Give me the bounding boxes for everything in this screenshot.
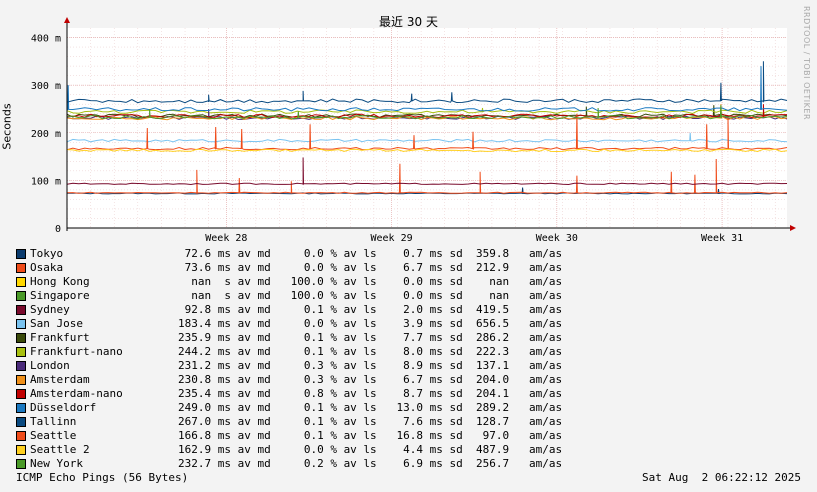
legend-stats: 166.8 ms av md 0.1 % av ls 16.8 ms sd 97… bbox=[178, 429, 563, 442]
y-tick-label: 300 m bbox=[31, 81, 61, 92]
legend-stats: 162.9 ms av md 0.0 % av ls 4.4 ms sd 487… bbox=[178, 443, 563, 456]
series-line-tallinn bbox=[66, 61, 788, 104]
legend-swatch bbox=[16, 459, 26, 469]
y-tick-label: 200 m bbox=[31, 129, 61, 140]
legend-swatch bbox=[16, 361, 26, 371]
legend-label: Frankfurt-nano bbox=[30, 345, 123, 358]
legend-stats: 232.7 ms av md 0.2 % av ls 6.9 ms sd 256… bbox=[178, 457, 563, 470]
legend-label: Seattle bbox=[30, 429, 77, 442]
legend-swatch bbox=[16, 291, 26, 301]
footer-timestamp: Sat Aug 2 06:22:12 2025 bbox=[642, 471, 801, 484]
legend-label: Sydney bbox=[30, 303, 70, 316]
legend-swatch bbox=[16, 277, 26, 287]
legend-swatch bbox=[16, 319, 26, 329]
legend-stats: nan s av md 100.0 % av ls 0.0 ms sd nan … bbox=[178, 275, 563, 288]
legend-label: Osaka bbox=[30, 261, 64, 274]
legend-stats: 249.0 ms av md 0.1 % av ls 13.0 ms sd 28… bbox=[178, 401, 563, 414]
y-tick-label: 400 m bbox=[31, 34, 61, 45]
y-axis-arrow bbox=[64, 17, 70, 23]
chart-title: 最近 30 天 bbox=[379, 15, 438, 29]
legend-swatch bbox=[16, 249, 26, 259]
y-tick-label: 0 bbox=[55, 224, 61, 235]
series-line-d-sseldorf bbox=[66, 66, 788, 112]
legend-stats: nan s av md 100.0 % av ls 0.0 ms sd nan … bbox=[178, 289, 563, 302]
legend-label: Amsterdam bbox=[30, 373, 90, 386]
x-tick-label: Week 30 bbox=[536, 233, 578, 244]
legend-label: Frankfurt bbox=[30, 331, 90, 344]
series-line-seattle-2 bbox=[66, 148, 788, 153]
plot-area bbox=[67, 28, 787, 228]
legend-stats: 267.0 ms av md 0.1 % av ls 7.6 ms sd 128… bbox=[178, 415, 563, 428]
legend-label: San Jose bbox=[30, 317, 83, 330]
footer-description: ICMP Echo Pings (56 Bytes) bbox=[16, 471, 189, 484]
legend-label: Tallinn bbox=[30, 415, 77, 428]
legend-label: Amsterdam-nano bbox=[30, 387, 123, 400]
series-line-frankfurt-nano bbox=[66, 107, 788, 115]
legend-stats: 235.4 ms av md 0.8 % av ls 8.7 ms sd 204… bbox=[178, 387, 563, 400]
x-tick-label: Week 29 bbox=[371, 233, 413, 244]
legend-swatch bbox=[16, 263, 26, 273]
legend-swatch bbox=[16, 417, 26, 427]
legend-swatch bbox=[16, 347, 26, 357]
legend-swatch bbox=[16, 403, 26, 413]
legend-label: New York bbox=[30, 457, 83, 470]
legend-stats: 92.8 ms av md 0.1 % av ls 2.0 ms sd 419.… bbox=[178, 303, 563, 316]
legend-label: Hong Kong bbox=[30, 275, 90, 288]
legend-label: Singapore bbox=[30, 289, 90, 302]
rrdtool-watermark: RRDTOOL / TOBI OETIKER bbox=[802, 6, 811, 121]
legend-label: Seattle 2 bbox=[30, 443, 90, 456]
legend-swatch bbox=[16, 333, 26, 343]
x-tick-label: Week 31 bbox=[701, 233, 743, 244]
legend-stats: 231.2 ms av md 0.3 % av ls 8.9 ms sd 137… bbox=[178, 359, 563, 372]
legend-swatch bbox=[16, 375, 26, 385]
legend-swatch bbox=[16, 305, 26, 315]
legend-label: Tokyo bbox=[30, 247, 64, 260]
x-axis-arrow bbox=[790, 225, 796, 231]
series-line-sydney bbox=[66, 157, 788, 186]
y-tick-label: 100 m bbox=[31, 176, 61, 187]
legend-stats: 230.8 ms av md 0.3 % av ls 6.7 ms sd 204… bbox=[178, 373, 563, 386]
legend-stats: 183.4 ms av md 0.0 % av ls 3.9 ms sd 656… bbox=[178, 317, 563, 330]
legend-stats: 73.6 ms av md 0.0 % av ls 6.7 ms sd 212.… bbox=[178, 261, 563, 274]
legend-label: London bbox=[30, 359, 70, 372]
legend-stats: 235.9 ms av md 0.1 % av ls 7.7 ms sd 286… bbox=[178, 331, 563, 344]
legend-stats: 244.2 ms av md 0.1 % av ls 8.0 ms sd 222… bbox=[178, 345, 563, 358]
legend-swatch bbox=[16, 431, 26, 441]
series-line-new-york bbox=[66, 105, 788, 120]
legend-label: Düsseldorf bbox=[30, 401, 97, 414]
series-line-san-jose bbox=[66, 132, 788, 143]
x-tick-label: Week 28 bbox=[205, 233, 247, 244]
legend-swatch bbox=[16, 389, 26, 399]
legend-swatch bbox=[16, 445, 26, 455]
legend-stats: 72.6 ms av md 0.0 % av ls 0.7 ms sd 359.… bbox=[178, 247, 563, 260]
series-line-osaka bbox=[66, 158, 788, 195]
